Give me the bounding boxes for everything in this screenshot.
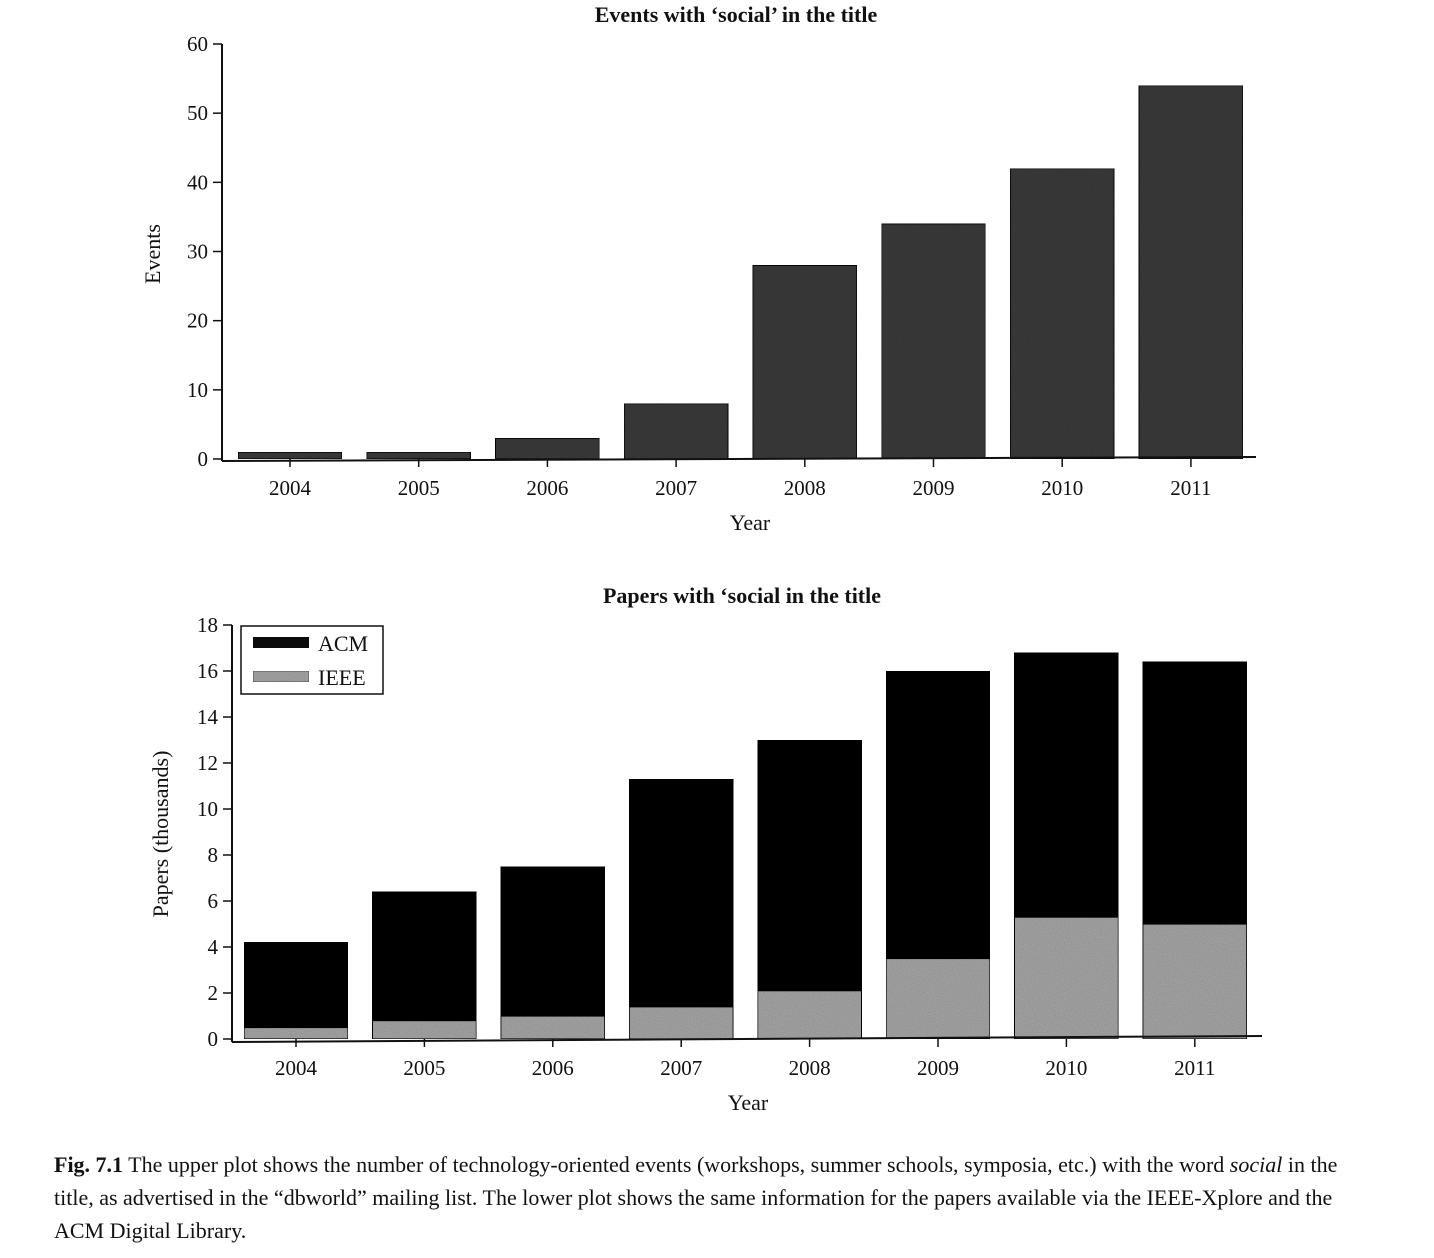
bar-ieee-2010 xyxy=(1013,916,1120,1040)
y-tick-label: 10 xyxy=(197,797,218,821)
x-tick-label-2004: 2004 xyxy=(275,1056,318,1080)
bar-ieee-2005 xyxy=(371,1019,477,1040)
y-tick-label: 6 xyxy=(208,889,219,913)
x-tick-label-2007: 2007 xyxy=(655,476,697,500)
x-tick-label-2009: 2009 xyxy=(917,1056,959,1080)
events-chart-title: Events with ‘social’ in the title xyxy=(595,2,878,27)
y-tick-label: 14 xyxy=(197,705,219,729)
bar-events-2011 xyxy=(1138,84,1244,460)
bar-acm-2006 xyxy=(500,865,606,1017)
bar-events-2005 xyxy=(366,451,472,460)
bar-ieee-2009 xyxy=(885,957,991,1040)
bar-events-2007 xyxy=(623,403,729,460)
bar-acm-2004 xyxy=(243,941,349,1029)
bar-ieee-2006 xyxy=(500,1015,606,1040)
y-tick-label: 0 xyxy=(198,447,209,471)
legend-label-ieee: IEEE xyxy=(318,665,366,690)
bar-acm-2009 xyxy=(885,670,991,960)
y-tick-label: 2 xyxy=(208,981,219,1005)
y-tick-label: 18 xyxy=(197,613,218,637)
y-tick-label: 8 xyxy=(208,843,219,867)
events-x-axis-label: Year xyxy=(730,510,771,535)
y-tick-label: 4 xyxy=(208,935,219,959)
bar-events-2010 xyxy=(1009,167,1115,460)
caption-text-part1: The upper plot shows the number of techn… xyxy=(123,1152,1230,1177)
x-tick-label-2007: 2007 xyxy=(660,1056,702,1080)
papers-x-axis-line xyxy=(231,1035,1263,1043)
papers-y-axis-label: Papers (thousands) xyxy=(148,751,173,918)
events-chart: Events with ‘social’ in the title Events… xyxy=(140,2,1257,535)
papers-x-axis-label: Year xyxy=(728,1090,769,1115)
caption-text-part2: in the title, as advertised in the “dbwo… xyxy=(54,1152,1338,1243)
bar-acm-2011 xyxy=(1142,661,1248,925)
y-tick-label: 30 xyxy=(187,240,208,264)
x-tick-label-2004: 2004 xyxy=(269,476,312,500)
papers-chart-title: Papers with ‘social in the title xyxy=(603,583,881,608)
x-tick-label-2008: 2008 xyxy=(784,476,826,500)
events-bars xyxy=(237,84,1244,460)
x-tick-label-2005: 2005 xyxy=(398,476,440,500)
y-tick-label: 40 xyxy=(187,170,208,194)
events-y-ticks: 0 10 20 30 40 50 60 xyxy=(187,32,222,471)
papers-legend: ACM IEEE xyxy=(240,625,384,695)
y-tick-label: 16 xyxy=(197,659,218,683)
bar-acm-2007 xyxy=(628,778,734,1008)
x-tick-label-2011: 2011 xyxy=(1174,1056,1215,1080)
x-tick-label-2011: 2011 xyxy=(1170,476,1211,500)
x-tick-label-2009: 2009 xyxy=(913,476,955,500)
events-x-axis-line xyxy=(221,456,1257,462)
legend-swatch-ieee xyxy=(252,670,310,683)
y-tick-label: 12 xyxy=(197,751,218,775)
legend-swatch-acm xyxy=(253,637,309,648)
bar-ieee-2011 xyxy=(1142,923,1248,1040)
legend-label-acm: ACM xyxy=(318,631,368,656)
bar-events-2004 xyxy=(237,451,343,460)
x-tick-label-2006: 2006 xyxy=(526,476,568,500)
papers-y-ticks: 0 2 4 6 8 10 12 14 16 18 xyxy=(197,613,232,1051)
figure: Events with ‘social’ in the title Events… xyxy=(140,2,1263,1115)
caption-label: Fig. 7.1 xyxy=(54,1152,124,1177)
events-x-tick-labels: 2004 2005 2006 2007 2008 2009 2010 2011 xyxy=(269,459,1212,500)
figure-caption: Fig. 7.1 The upper plot shows the number… xyxy=(54,1148,1374,1247)
papers-x-tick-labels: 2004 2005 2006 2007 2008 2009 2010 2011 xyxy=(275,1039,1215,1080)
x-tick-label-2005: 2005 xyxy=(403,1056,445,1080)
bar-ieee-2008 xyxy=(756,990,863,1040)
bar-events-2008 xyxy=(752,264,858,460)
x-tick-label-2010: 2010 xyxy=(1041,476,1083,500)
papers-bars xyxy=(243,651,1248,1040)
y-tick-label: 50 xyxy=(187,101,208,125)
bar-events-2009 xyxy=(880,223,987,460)
y-tick-label: 10 xyxy=(187,378,208,402)
bar-acm-2010 xyxy=(1013,651,1120,918)
caption-emphasis: social xyxy=(1229,1152,1283,1177)
y-tick-label: 20 xyxy=(187,309,208,333)
y-tick-label: 0 xyxy=(208,1027,219,1051)
x-tick-label-2006: 2006 xyxy=(532,1056,574,1080)
x-tick-label-2008: 2008 xyxy=(789,1056,831,1080)
bar-ieee-2004 xyxy=(243,1026,349,1040)
y-tick-label: 60 xyxy=(187,32,208,56)
bar-ieee-2007 xyxy=(628,1006,734,1040)
events-y-axis-label: Events xyxy=(140,224,165,284)
x-tick-label-2010: 2010 xyxy=(1045,1056,1087,1080)
papers-chart: Papers with ‘social in the title Papers … xyxy=(148,583,1263,1115)
bar-events-2006 xyxy=(494,437,600,460)
bar-acm-2005 xyxy=(371,891,477,1022)
bar-acm-2008 xyxy=(756,739,863,992)
